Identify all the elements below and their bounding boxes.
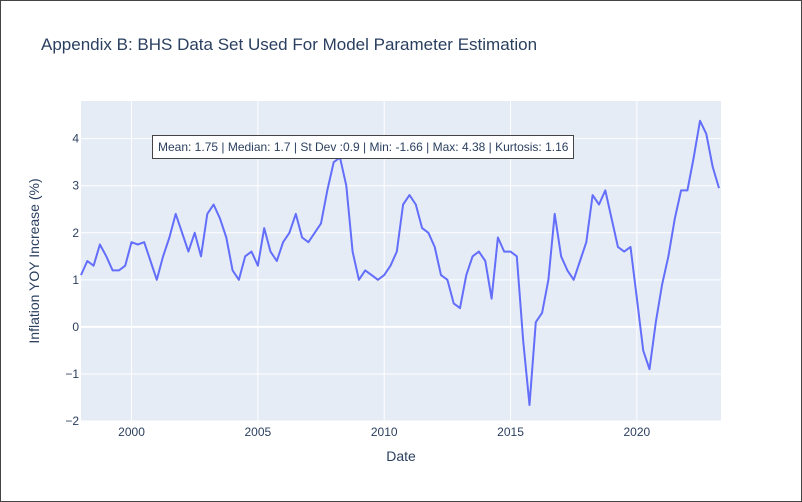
y-tick-label: −2 xyxy=(65,414,79,428)
x-axis-title: Date xyxy=(386,448,416,464)
y-tick-label: 1 xyxy=(72,273,79,287)
y-axis-title: Inflation YOY Increase (%) xyxy=(26,178,42,343)
x-tick-label: 2020 xyxy=(624,425,651,439)
y-tick-label: 0 xyxy=(72,320,79,334)
x-tick-label: 2015 xyxy=(497,425,524,439)
y-tick-label: 2 xyxy=(72,226,79,240)
x-tick-label: 2005 xyxy=(245,425,272,439)
y-tick-label: −1 xyxy=(65,367,79,381)
y-tick-label: 4 xyxy=(72,132,79,146)
x-tick-label: 2000 xyxy=(118,425,145,439)
x-tick-label: 2010 xyxy=(371,425,398,439)
inflation-series-line xyxy=(80,119,720,406)
y-tick-label: 3 xyxy=(72,179,79,193)
chart-title: Appendix B: BHS Data Set Used For Model … xyxy=(41,35,538,54)
statistics-annotation: Mean: 1.75 | Median: 1.7 | St Dev :0.9 |… xyxy=(152,135,575,159)
